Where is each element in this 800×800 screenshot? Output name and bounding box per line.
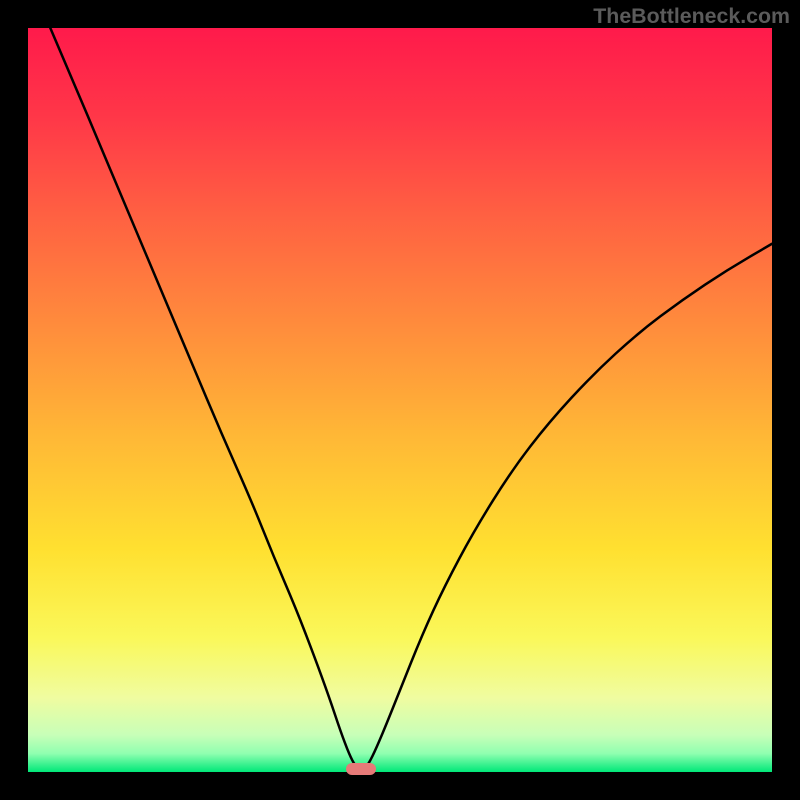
chart-frame: TheBottleneck.com	[0, 0, 800, 800]
plot-svg	[28, 28, 772, 772]
plot-area	[28, 28, 772, 772]
valley-marker	[346, 763, 376, 775]
plot-background	[28, 28, 772, 772]
watermark-text: TheBottleneck.com	[593, 4, 790, 29]
